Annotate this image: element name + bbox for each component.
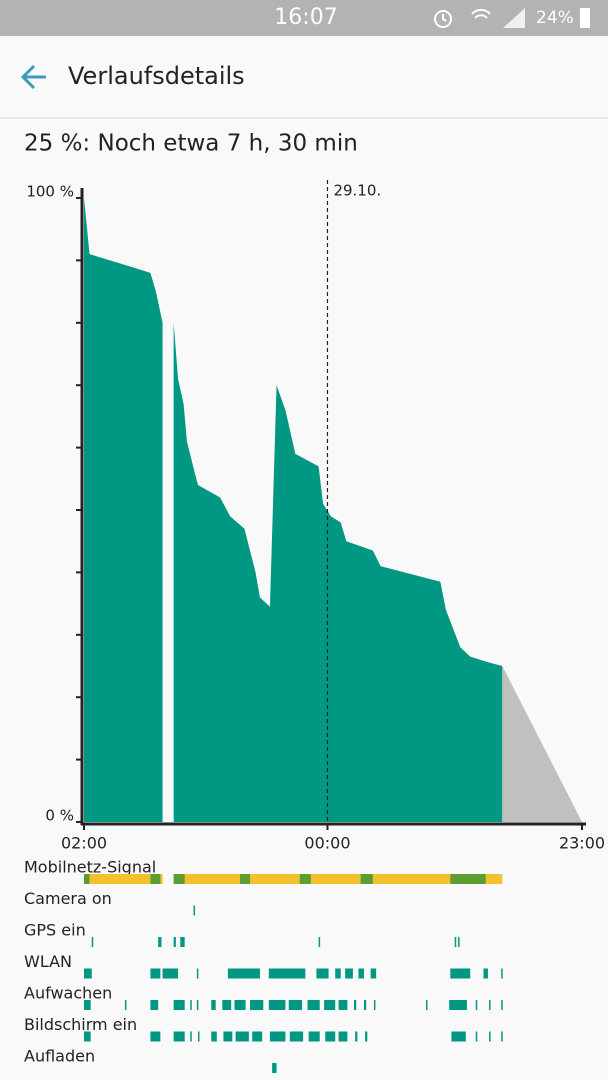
event-segment (425, 1000, 428, 1010)
event-segment (211, 1031, 217, 1042)
event-segment (269, 1031, 286, 1042)
event-segment (299, 874, 311, 884)
event-segment (268, 968, 306, 979)
event-segment (450, 874, 486, 884)
status-icons (434, 8, 590, 28)
event-segment (324, 1000, 336, 1010)
event-segment (325, 1031, 336, 1042)
event-segment (150, 874, 161, 884)
event-segment (288, 1000, 303, 1010)
event-segment (227, 968, 260, 979)
event-segment (150, 1031, 161, 1042)
event-segment (193, 905, 196, 916)
event-segment (345, 968, 353, 979)
event-segment (318, 937, 321, 947)
app-bar (0, 36, 608, 118)
event-segment (180, 937, 185, 947)
event-segment (475, 1031, 478, 1042)
event-segment (222, 1000, 232, 1010)
event-segment (173, 1031, 185, 1042)
event-label: GPS ein (24, 921, 86, 940)
event-segment (196, 1000, 199, 1010)
x-tick-label: 23:00 (559, 834, 605, 853)
event-label: Camera on (24, 889, 112, 908)
event-segment (234, 1000, 246, 1010)
event-label: Bildschirm ein (24, 1015, 137, 1034)
event-segment (370, 968, 377, 979)
event-segment (501, 1000, 503, 1010)
event-segment (289, 1031, 304, 1042)
event-segment (240, 874, 250, 884)
event-segment (84, 968, 92, 979)
event-segment (173, 874, 185, 884)
battery-area (84, 198, 503, 822)
page-title: Verlaufsdetails (68, 62, 245, 90)
clock: 16:07 (274, 5, 337, 30)
event-segment (158, 937, 162, 947)
y-tick-label: 0 % (45, 807, 74, 825)
y-tick-label: 100 % (26, 183, 74, 201)
event-segment (354, 1000, 357, 1010)
event-segment (338, 1000, 348, 1010)
event-segment (84, 874, 90, 884)
event-segment (197, 1031, 200, 1042)
event-segment (451, 1031, 466, 1042)
event-segment (223, 1031, 233, 1042)
event-segment (150, 1000, 159, 1010)
event-segment (363, 1000, 367, 1010)
event-segment (268, 1000, 286, 1010)
event-segment (190, 1000, 192, 1010)
event-segment (252, 1031, 263, 1042)
back-button[interactable] (20, 64, 46, 90)
event-segment (360, 874, 373, 884)
battery-summary: 25 %: Noch etwa 7 h, 30 min (24, 131, 358, 157)
event-label: Aufwachen (24, 984, 112, 1003)
event-segment (250, 1000, 264, 1010)
battery-area (502, 666, 582, 822)
event-segment (308, 1031, 320, 1042)
event-segment (190, 1031, 192, 1042)
battery-level: 24% (536, 8, 574, 28)
event-segment (483, 968, 488, 979)
event-segment (373, 1000, 376, 1010)
event-segment (355, 1031, 358, 1042)
event-segment (124, 1000, 127, 1010)
event-label: Mobilnetz-Signal (24, 858, 156, 877)
event-segment (316, 968, 329, 979)
event-segment (150, 968, 161, 979)
event-segment (450, 968, 471, 979)
event-segment (84, 1000, 91, 1010)
event-segment (196, 968, 199, 979)
event-segment (84, 874, 163, 884)
x-tick-label: 02:00 (61, 834, 107, 853)
event-segment (335, 968, 341, 979)
event-segment (489, 1031, 491, 1042)
x-tick-label: 00:00 (304, 834, 350, 853)
event-segment (358, 968, 364, 979)
event-segment (235, 1031, 249, 1042)
event-segment (173, 937, 176, 947)
event-segment (454, 937, 457, 947)
event-segment (501, 1031, 503, 1042)
event-segment (91, 937, 94, 947)
event-segment (365, 1031, 368, 1042)
event-label: WLAN (24, 952, 72, 971)
event-segment (307, 1000, 320, 1010)
event-label: Aufladen (24, 1047, 95, 1066)
event-segment (162, 968, 179, 979)
event-segment (211, 1000, 216, 1010)
event-segment (489, 1000, 491, 1010)
event-segment (173, 874, 503, 884)
event-segment (501, 968, 503, 979)
event-segment (458, 937, 460, 947)
status-bar (0, 0, 608, 36)
event-segment (173, 1000, 185, 1010)
event-segment (272, 1063, 277, 1073)
event-segment (84, 1031, 91, 1042)
event-segment (475, 1000, 478, 1010)
date-marker-label: 29.10. (333, 182, 381, 200)
event-segment (449, 1000, 467, 1010)
event-segment (338, 1031, 348, 1042)
